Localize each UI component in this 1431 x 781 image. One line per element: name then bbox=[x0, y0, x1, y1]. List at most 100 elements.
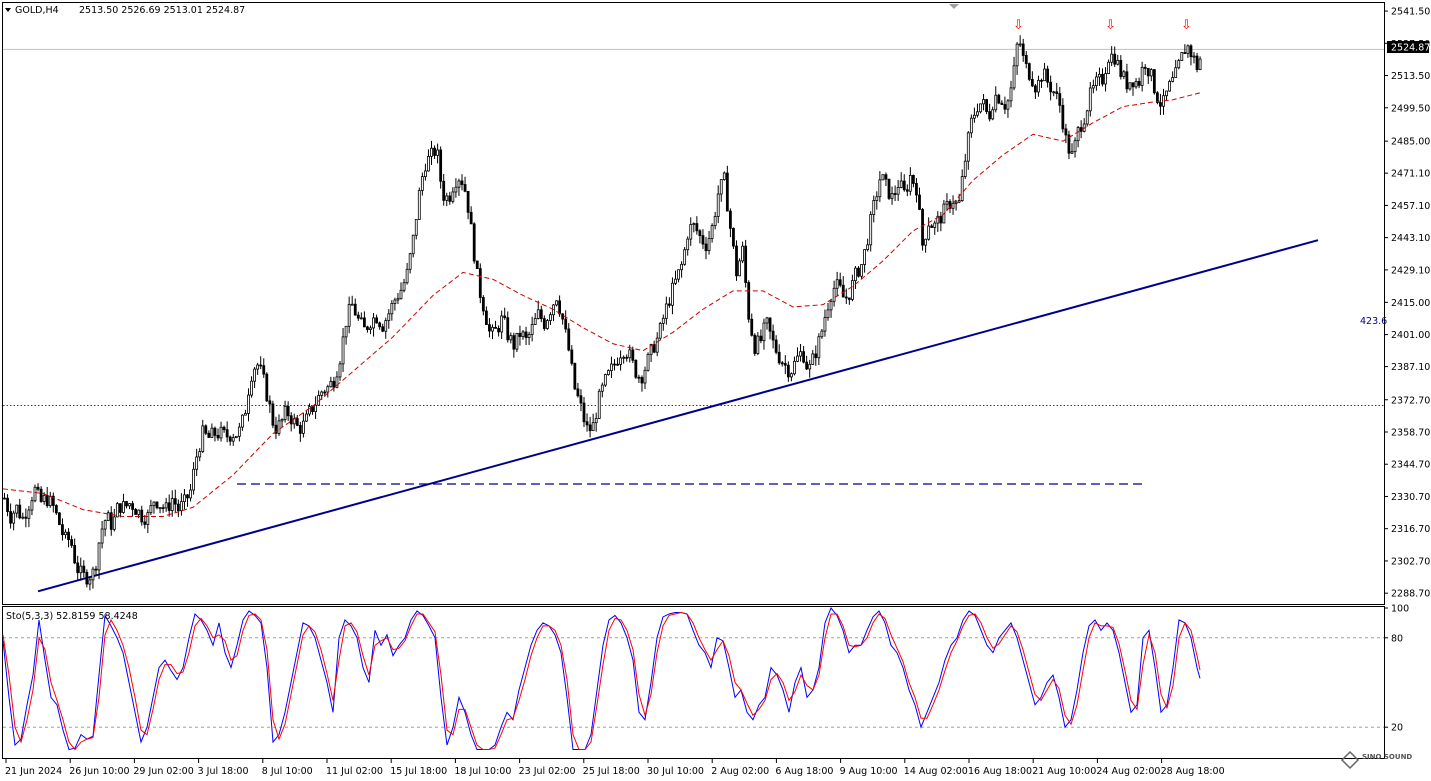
candle-body bbox=[423, 170, 427, 178]
candle-body bbox=[356, 314, 360, 319]
candle-body bbox=[372, 317, 375, 329]
candle-body bbox=[1030, 78, 1034, 87]
candle-body bbox=[1143, 66, 1147, 69]
candle-body bbox=[854, 267, 857, 282]
price-tick-label: 2443.10 bbox=[1391, 233, 1430, 244]
candle-body bbox=[390, 302, 394, 315]
scroll-marker-icon[interactable] bbox=[949, 4, 959, 9]
peak-arrow-icon: ⇩ bbox=[1105, 18, 1116, 33]
candle-body bbox=[729, 210, 732, 229]
candle-body bbox=[902, 180, 906, 191]
candle-body bbox=[1098, 73, 1101, 78]
candle-body bbox=[85, 571, 89, 585]
candle-body bbox=[48, 495, 52, 507]
time-tick-label: 9 Aug 10:00 bbox=[840, 766, 898, 777]
candle-body bbox=[1198, 58, 1202, 70]
candle-body bbox=[323, 391, 327, 394]
candle-body bbox=[680, 263, 683, 271]
candle-body bbox=[1183, 52, 1187, 54]
stoch-signal-line bbox=[2, 611, 1201, 751]
candle-body bbox=[457, 180, 461, 188]
candle-body bbox=[707, 238, 711, 252]
current-price-label: 2524.87 bbox=[1391, 43, 1430, 54]
candle-body bbox=[713, 215, 717, 227]
candle-body bbox=[500, 315, 504, 333]
stoch-pane-frame bbox=[2, 606, 1385, 759]
candle-body bbox=[3, 497, 6, 500]
candle-body bbox=[835, 279, 839, 289]
candle-body bbox=[201, 425, 205, 452]
candle-body bbox=[533, 318, 537, 325]
candle-body bbox=[948, 201, 952, 209]
candle-body bbox=[573, 362, 577, 390]
candle-body bbox=[1006, 100, 1010, 110]
time-tick-label: 28 Aug 18:00 bbox=[1161, 766, 1225, 777]
candle-body bbox=[149, 505, 153, 514]
candle-body bbox=[549, 314, 552, 321]
candle-body bbox=[1070, 151, 1074, 154]
candle-body bbox=[750, 318, 754, 336]
candle-body bbox=[268, 400, 272, 405]
candle-body bbox=[896, 187, 900, 195]
candle-body bbox=[674, 278, 677, 284]
candle-body bbox=[625, 356, 629, 359]
candle-body bbox=[793, 360, 796, 375]
candle-body bbox=[985, 99, 988, 112]
time-tick-label: 26 Jun 10:00 bbox=[69, 766, 129, 777]
candle-body bbox=[82, 565, 86, 573]
candle-body bbox=[1000, 102, 1004, 105]
price-axis: 2541.502527.502513.502499.502485.002471.… bbox=[1384, 7, 1430, 600]
candle-body bbox=[311, 406, 314, 412]
candle-body bbox=[1009, 87, 1013, 102]
candle-body bbox=[527, 334, 531, 338]
candle-body bbox=[259, 364, 263, 367]
candle-body bbox=[939, 215, 943, 224]
candle-body bbox=[924, 238, 927, 246]
price-tick-label: 2288.70 bbox=[1391, 589, 1430, 600]
candle-body bbox=[1046, 68, 1049, 83]
price-tick-label: 2372.70 bbox=[1391, 395, 1430, 406]
candle-body bbox=[802, 351, 805, 363]
price-tick-label: 2541.50 bbox=[1391, 7, 1430, 18]
candle-body bbox=[741, 245, 744, 262]
time-tick-label: 25 Jul 18:00 bbox=[583, 766, 640, 777]
candle-body bbox=[652, 344, 656, 353]
collapse-triangle-icon[interactable] bbox=[5, 8, 11, 12]
candle-body bbox=[881, 174, 885, 181]
candle-body bbox=[655, 337, 659, 353]
candle-body bbox=[613, 363, 616, 366]
candle-body bbox=[228, 436, 232, 442]
candle-body bbox=[451, 191, 455, 202]
candle-body bbox=[344, 325, 348, 338]
candle-body bbox=[524, 331, 528, 338]
candle-body bbox=[189, 489, 192, 499]
candle-body bbox=[1079, 127, 1083, 132]
candle-body bbox=[826, 309, 830, 318]
candle-body bbox=[125, 501, 128, 507]
candle-body bbox=[192, 468, 196, 491]
candle-body bbox=[347, 303, 351, 327]
price-tick-label: 2457.10 bbox=[1391, 201, 1430, 212]
candle-body bbox=[1061, 104, 1065, 130]
candle-body bbox=[796, 355, 799, 362]
candle-body bbox=[1168, 81, 1171, 92]
candle-body bbox=[387, 313, 391, 321]
candle-body bbox=[509, 335, 513, 341]
level-label: 423.6 bbox=[1360, 316, 1387, 327]
candle-body bbox=[756, 335, 760, 354]
candle-body bbox=[1085, 110, 1089, 125]
candle-body bbox=[301, 420, 305, 434]
candle-body bbox=[51, 495, 55, 506]
candle-body bbox=[475, 260, 479, 269]
candle-body bbox=[256, 364, 260, 370]
candle-body bbox=[381, 326, 385, 332]
moving-average-line bbox=[2, 92, 1201, 517]
candle-body bbox=[103, 520, 107, 530]
candle-body bbox=[1058, 93, 1062, 106]
candle-body bbox=[399, 289, 403, 300]
candle-body bbox=[198, 451, 202, 458]
candle-body bbox=[24, 516, 28, 519]
candle-body bbox=[1015, 43, 1019, 67]
candle-body bbox=[1107, 61, 1110, 74]
candle-body bbox=[515, 332, 519, 350]
